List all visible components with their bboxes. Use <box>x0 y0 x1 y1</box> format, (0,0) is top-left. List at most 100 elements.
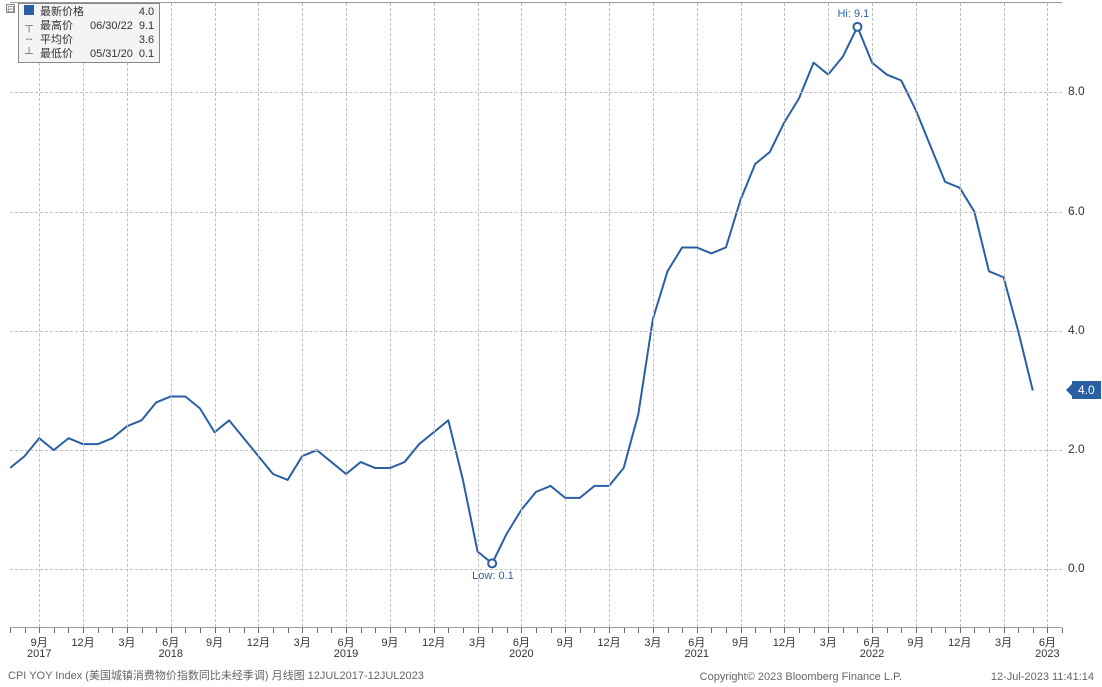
y-axis-tick-label: 6.0 <box>1068 204 1085 218</box>
x-gridline <box>215 3 216 627</box>
x-axis-minor-tick <box>565 628 566 633</box>
y-axis-tick-label: 8.0 <box>1068 84 1085 98</box>
x-gridline <box>434 3 435 627</box>
x-gridline <box>741 3 742 627</box>
y-gridline <box>10 212 1062 213</box>
x-axis-minor-tick <box>609 628 610 633</box>
x-axis-minor-tick <box>624 628 625 633</box>
x-axis-year-label: 2019 <box>334 648 358 660</box>
x-axis-minor-tick <box>288 628 289 633</box>
low-marker <box>488 559 496 567</box>
x-axis-minor-tick <box>668 628 669 633</box>
x-axis-minor-tick <box>974 628 975 633</box>
low-annotation: Low: 0.1 <box>472 570 514 582</box>
x-axis-year-label: 2017 <box>27 648 51 660</box>
x-axis-minor-tick <box>638 628 639 633</box>
legend-icon: ╌ <box>21 33 37 47</box>
x-gridline <box>346 3 347 627</box>
x-axis-minor-tick <box>390 628 391 633</box>
x-axis-minor-tick <box>463 628 464 633</box>
x-axis-minor-tick <box>1033 628 1034 633</box>
x-axis-minor-tick <box>317 628 318 633</box>
x-axis-minor-tick <box>215 628 216 633</box>
x-gridline <box>478 3 479 627</box>
x-axis-minor-tick <box>258 628 259 633</box>
x-axis-minor-tick <box>755 628 756 633</box>
x-axis-month-label: 3月 <box>820 634 837 650</box>
footer-timestamp: 12-Jul-2023 11:41:14 <box>991 671 1094 683</box>
x-axis-minor-tick <box>580 628 581 633</box>
footer-copyright: Copyright© 2023 Bloomberg Finance L.P. <box>700 671 902 683</box>
x-axis-minor-tick <box>726 628 727 633</box>
x-axis-minor-tick <box>960 628 961 633</box>
x-axis-minor-tick <box>521 628 522 633</box>
legend-icon: ┴ <box>21 47 37 61</box>
x-axis-minor-tick <box>536 628 537 633</box>
x-axis-minor-tick <box>361 628 362 633</box>
x-gridline <box>1004 3 1005 627</box>
x-axis-minor-tick <box>507 628 508 633</box>
x-gridline <box>39 3 40 627</box>
x-gridline <box>127 3 128 627</box>
legend-date: 05/31/20 <box>87 47 136 61</box>
x-axis-minor-tick <box>594 628 595 633</box>
legend-icon <box>21 5 37 19</box>
x-gridline <box>171 3 172 627</box>
x-gridline <box>83 3 84 627</box>
x-axis-minor-tick <box>434 628 435 633</box>
x-gridline <box>872 3 873 627</box>
x-axis-minor-tick <box>770 628 771 633</box>
x-axis-month-label: 9月 <box>381 634 398 650</box>
x-axis-minor-tick <box>916 628 917 633</box>
x-axis-month-label: 12月 <box>247 634 270 650</box>
x-axis-minor-tick <box>492 628 493 633</box>
x-axis-minor-tick <box>1062 628 1063 633</box>
x-axis-minor-tick <box>697 628 698 633</box>
y-axis-tick-label: 2.0 <box>1068 442 1085 456</box>
x-axis-minor-tick <box>945 628 946 633</box>
x-gridline <box>784 3 785 627</box>
x-gridline <box>960 3 961 627</box>
x-axis-month-label: 3月 <box>995 634 1012 650</box>
x-axis-year-label: 2020 <box>509 648 533 660</box>
x-axis-minor-tick <box>1018 628 1019 633</box>
x-axis-minor-tick <box>185 628 186 633</box>
x-axis-minor-tick <box>1004 628 1005 633</box>
y-gridline <box>10 92 1062 93</box>
legend-label: 最高价 <box>37 19 87 33</box>
x-axis-minor-tick <box>156 628 157 633</box>
x-axis-minor-tick <box>244 628 245 633</box>
x-axis-minor-tick <box>229 628 230 633</box>
legend-value: 3.6 <box>136 33 157 47</box>
x-axis-minor-tick <box>112 628 113 633</box>
legend-row: ┴最低价05/31/200.1 <box>21 47 157 61</box>
plot-area <box>10 2 1062 628</box>
x-axis-minor-tick <box>478 628 479 633</box>
x-axis-minor-tick <box>405 628 406 633</box>
x-gridline <box>521 3 522 627</box>
legend-icon: ┬ <box>21 19 37 33</box>
x-axis-minor-tick <box>127 628 128 633</box>
line-chart-svg <box>10 3 1062 629</box>
x-axis-minor-tick <box>375 628 376 633</box>
x-axis-minor-tick <box>901 628 902 633</box>
x-axis-minor-tick <box>448 628 449 633</box>
x-axis-minor-tick <box>171 628 172 633</box>
legend-date <box>87 5 136 19</box>
x-axis-minor-tick <box>843 628 844 633</box>
x-axis-minor-tick <box>39 628 40 633</box>
x-axis-month-label: 3月 <box>469 634 486 650</box>
legend-row: ┬最高价06/30/229.1 <box>21 19 157 33</box>
collapse-icon[interactable]: ⊟ <box>6 4 15 13</box>
x-axis-minor-tick <box>989 628 990 633</box>
x-axis-year-label: 2018 <box>158 648 182 660</box>
x-gridline <box>258 3 259 627</box>
x-axis-minor-tick <box>799 628 800 633</box>
x-gridline <box>1047 3 1048 627</box>
last-value-flag: 4.0 <box>1072 381 1101 399</box>
x-axis-minor-tick <box>346 628 347 633</box>
x-axis-month-label: 9月 <box>557 634 574 650</box>
y-gridline <box>10 569 1062 570</box>
x-axis-minor-tick <box>682 628 683 633</box>
x-axis-month-label: 3月 <box>644 634 661 650</box>
